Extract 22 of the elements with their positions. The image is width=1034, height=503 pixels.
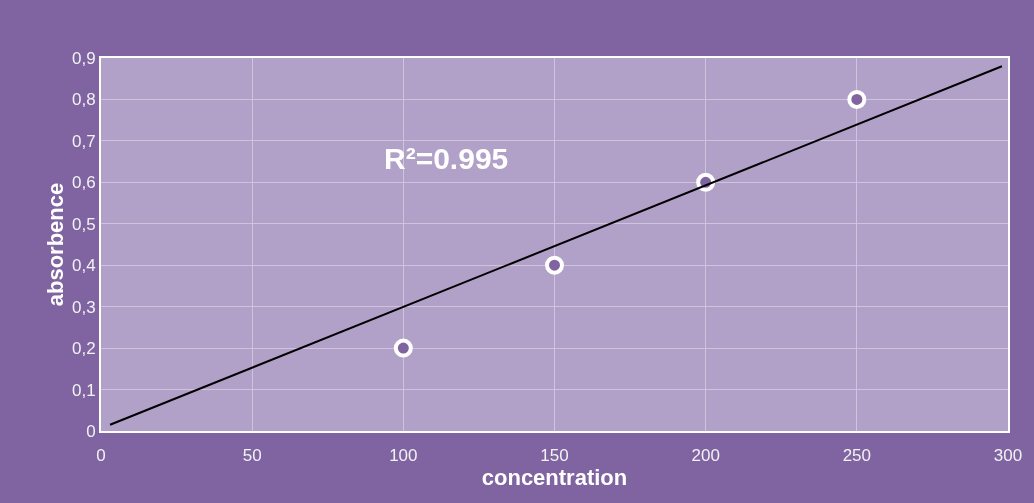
- y-tick-label: 0,2: [71, 339, 96, 359]
- y-tick-label: 0,4: [71, 256, 96, 276]
- y-tick-label: 0,7: [71, 131, 96, 151]
- x-tick-label: 150: [540, 446, 569, 466]
- x-tick-label: 300: [993, 446, 1023, 466]
- y-tick-label: 0: [86, 421, 96, 441]
- y-tick-label: 0,9: [71, 48, 96, 68]
- y-tick-label: 0,6: [71, 173, 96, 193]
- x-axis-title: concentration: [481, 465, 628, 491]
- point: [545, 255, 564, 275]
- y-tick-label: 0,3: [71, 297, 96, 317]
- y-tick-label: 0,5: [71, 214, 96, 234]
- x-tick-label: 100: [389, 446, 418, 466]
- x-tick-label: 250: [842, 446, 872, 466]
- point: [847, 89, 867, 109]
- y-tick-label: 0,8: [71, 90, 96, 110]
- x-tick-label: 50: [242, 446, 262, 466]
- point: [393, 338, 413, 358]
- annotation: R²=0.995: [384, 142, 509, 175]
- y-axis-title: absorbence: [43, 182, 69, 307]
- y-tick-label: 0,1: [71, 380, 96, 400]
- x-tick-label: 200: [691, 446, 720, 466]
